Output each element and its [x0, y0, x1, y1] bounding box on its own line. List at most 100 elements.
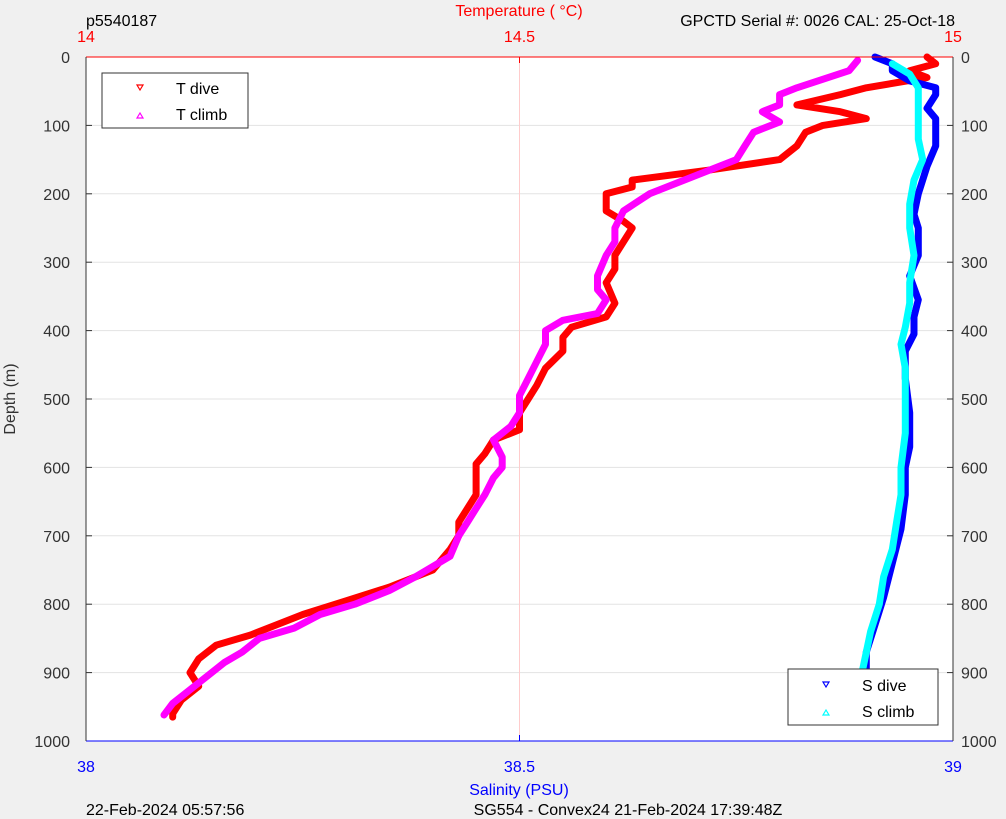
data-point-s-climb — [903, 431, 908, 436]
salinity-tick-label: 39 — [944, 759, 962, 776]
legend-t-climb-label: T climb — [176, 107, 227, 124]
legend-s-climb-label: S climb — [862, 704, 915, 721]
data-point-t-dive — [170, 714, 175, 720]
data-point-t-dive — [803, 130, 808, 135]
data-point-s-climb — [916, 85, 921, 91]
data-point-t-climb — [560, 318, 566, 323]
data-point-s-climb — [898, 492, 904, 497]
data-point-t-climb — [413, 574, 418, 579]
data-point-t-climb — [257, 636, 262, 641]
data-point-t-dive — [933, 61, 938, 66]
series-line-t-climb — [160, 56, 862, 719]
data-point-s-climb — [903, 366, 908, 371]
data-point-t-dive — [543, 366, 548, 371]
depth-tick-label-left: 700 — [43, 529, 70, 546]
data-point-t-dive — [343, 598, 349, 603]
depth-tick-label-right: 0 — [961, 50, 970, 67]
data-point-t-climb — [612, 239, 618, 244]
legend-s-dive-label: S dive — [862, 678, 907, 695]
data-point-t-climb — [482, 492, 487, 497]
data-point-t-dive — [612, 301, 618, 306]
depth-tick-label-left: 600 — [43, 460, 70, 477]
data-point-t-climb — [352, 602, 357, 607]
data-point-t-dive — [170, 711, 175, 716]
data-point-s-climb — [916, 95, 921, 101]
depth-tick-label-left: 1000 — [34, 734, 70, 751]
data-point-t-dive — [560, 335, 566, 340]
depth-tick-label-right: 700 — [961, 529, 988, 546]
data-point-s-dive — [924, 106, 930, 111]
data-point-t-climb — [508, 424, 513, 429]
data-point-t-climb — [456, 533, 461, 538]
temperature-tick-label: 14 — [77, 29, 95, 46]
data-point-s-climb — [868, 629, 873, 634]
data-point-t-climb — [222, 660, 227, 665]
data-point-s-climb — [920, 157, 925, 162]
data-point-s-climb — [916, 106, 921, 111]
data-point-s-climb — [916, 136, 921, 142]
data-point-t-climb — [621, 208, 626, 214]
data-point-t-dive — [612, 266, 618, 272]
data-point-t-climb — [760, 109, 765, 114]
depth-tick-label-left: 0 — [61, 50, 70, 67]
data-point-t-dive — [473, 472, 479, 477]
data-point-t-climb — [855, 58, 860, 63]
serial-cal-label: GPCTD Serial #: 0026 CAL: 25-Oct-18 — [680, 13, 955, 30]
legend-salinity-box — [787, 668, 939, 726]
data-point-t-climb — [794, 85, 800, 91]
data-point-t-dive — [838, 109, 843, 114]
depth-tick-label-right: 500 — [961, 392, 988, 409]
data-point-s-climb — [903, 396, 908, 402]
salinity-tick-label: 38.5 — [504, 759, 535, 776]
data-point-s-climb — [907, 280, 912, 285]
salinity-tick-label: 38 — [77, 759, 95, 776]
data-point-t-dive — [300, 612, 305, 617]
depth-tick-label-left: 900 — [43, 666, 70, 683]
data-point-t-climb — [846, 68, 852, 73]
data-point-t-climb — [473, 506, 479, 511]
data-point-t-dive — [482, 451, 487, 456]
temperature-axis-title: Temperature ( °C) — [455, 3, 582, 20]
data-point-t-climb — [543, 342, 548, 347]
data-point-s-climb — [911, 253, 917, 258]
data-point-t-dive — [604, 208, 609, 214]
data-point-s-dive — [933, 130, 938, 135]
data-point-t-dive — [187, 670, 193, 675]
data-point-s-climb — [911, 177, 917, 183]
data-point-s-climb — [890, 61, 895, 66]
data-point-t-climb — [543, 328, 548, 333]
data-point-s-dive — [911, 331, 917, 337]
data-point-t-dive — [794, 143, 800, 149]
data-point-t-climb — [447, 554, 453, 559]
data-point-t-climb — [777, 92, 782, 97]
data-point-t-climb — [239, 649, 245, 655]
data-point-t-dive — [924, 75, 930, 80]
data-point-t-climb — [708, 167, 713, 173]
footer-mission: SG554 - Convex24 21-Feb-2024 17:39:48Z — [474, 802, 783, 819]
data-point-t-dive — [560, 348, 566, 354]
data-point-t-climb — [595, 311, 600, 316]
data-point-s-climb — [898, 342, 904, 347]
data-point-t-dive — [794, 102, 800, 108]
data-point-t-dive — [456, 519, 461, 525]
series-t-climb — [160, 56, 862, 719]
temperature-tick-label: 14.5 — [504, 29, 535, 46]
data-point-t-dive — [777, 157, 782, 162]
data-point-t-dive — [274, 622, 279, 627]
data-point-t-dive — [465, 506, 470, 511]
data-point-s-dive — [933, 92, 938, 97]
data-point-s-climb — [916, 119, 921, 125]
data-point-t-dive — [473, 492, 479, 497]
data-point-t-climb — [526, 376, 531, 381]
legend-t-dive-marker — [135, 84, 145, 92]
depth-tick-label-right: 100 — [961, 118, 988, 135]
data-point-t-climb — [534, 359, 539, 364]
data-point-s-climb — [864, 649, 869, 655]
series-line-s-climb — [849, 60, 927, 720]
data-point-s-dive — [911, 314, 917, 320]
series-layer — [160, 53, 940, 721]
data-point-t-climb — [465, 519, 470, 525]
data-point-t-climb — [647, 191, 652, 196]
data-point-t-dive — [604, 314, 609, 320]
